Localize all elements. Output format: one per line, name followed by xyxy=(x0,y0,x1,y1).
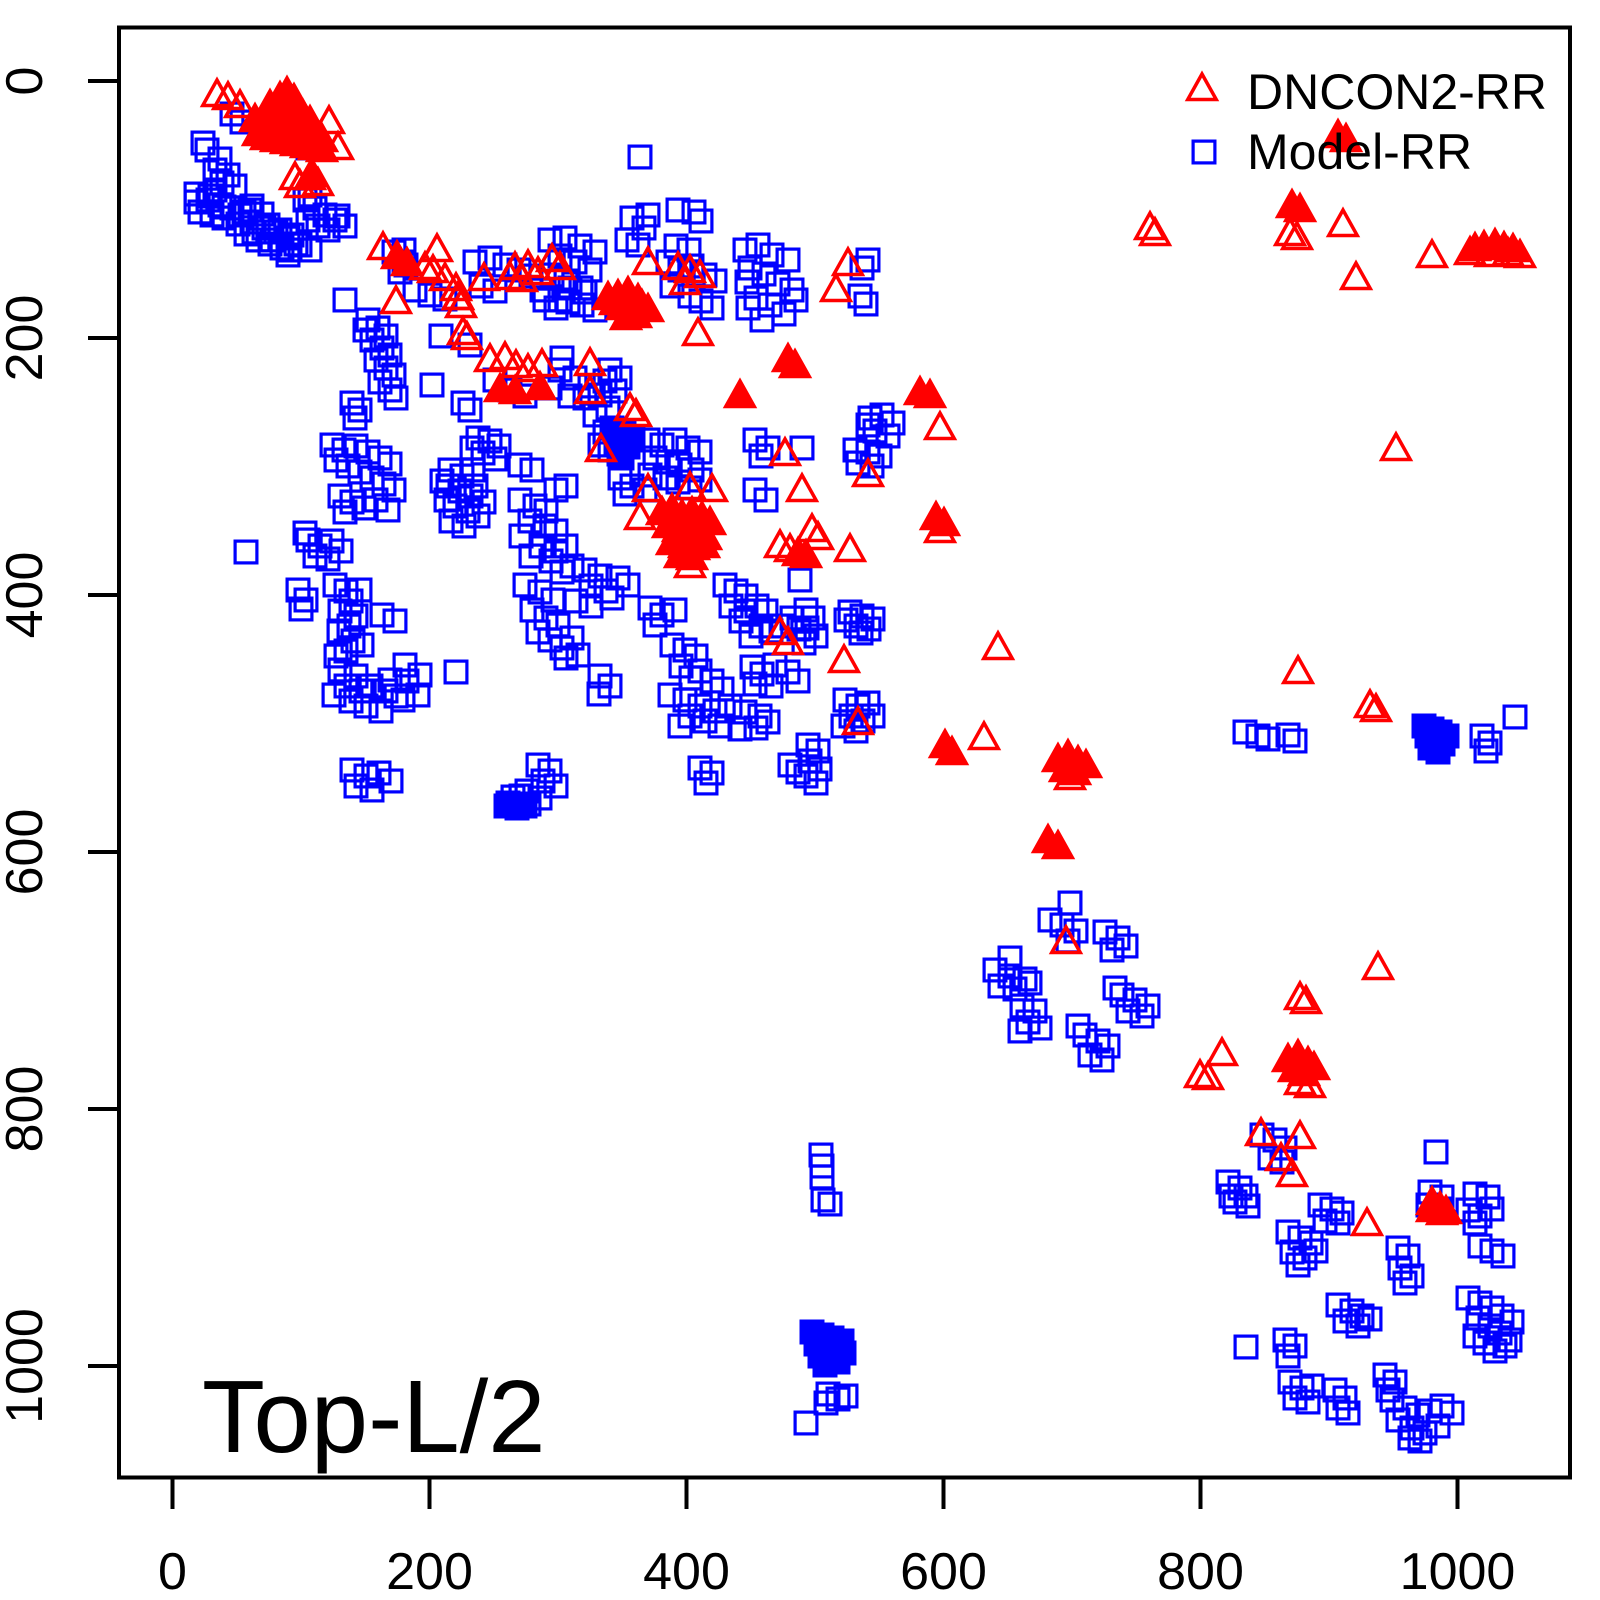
svg-text:Top-L/2: Top-L/2 xyxy=(202,1359,546,1474)
svg-text:200: 200 xyxy=(0,295,54,382)
svg-text:600: 600 xyxy=(0,809,54,896)
svg-text:800: 800 xyxy=(0,1066,54,1153)
svg-text:400: 400 xyxy=(0,552,54,639)
svg-text:200: 200 xyxy=(386,1543,473,1600)
svg-text:400: 400 xyxy=(643,1543,730,1600)
svg-text:800: 800 xyxy=(1157,1543,1244,1600)
svg-text:0: 0 xyxy=(0,67,54,96)
svg-text:600: 600 xyxy=(900,1543,987,1600)
svg-text:1000: 1000 xyxy=(0,1308,54,1424)
svg-text:1000: 1000 xyxy=(1400,1543,1516,1600)
svg-text:0: 0 xyxy=(158,1543,187,1600)
svg-text:DNCON2-RR: DNCON2-RR xyxy=(1247,64,1547,120)
svg-text:Model-RR: Model-RR xyxy=(1247,124,1472,180)
